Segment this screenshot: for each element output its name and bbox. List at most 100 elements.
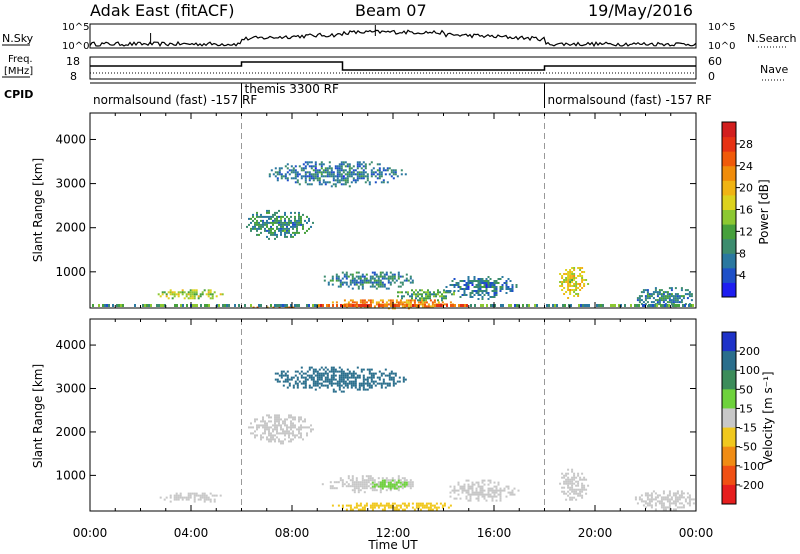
data-cell (359, 508, 362, 511)
data-cell (264, 215, 266, 218)
data-cell (371, 299, 374, 302)
data-cell (338, 370, 341, 373)
data-cell (381, 271, 384, 274)
data-cell (266, 215, 268, 218)
data-cell (350, 376, 353, 379)
ground-scatter-cell (258, 304, 260, 307)
data-cell (189, 289, 192, 292)
ground-scatter-cell (678, 304, 680, 307)
data-cell (336, 382, 339, 385)
data-cell (399, 504, 402, 507)
data-cell (491, 290, 494, 292)
data-cell (308, 219, 310, 222)
data-cell (495, 491, 498, 494)
data-cell (357, 281, 360, 284)
data-cell (581, 478, 584, 481)
data-cell (380, 372, 383, 375)
data-cell (173, 295, 176, 298)
data-cell (477, 495, 480, 498)
data-cell (294, 177, 297, 180)
data-cell (652, 293, 655, 296)
data-cell (387, 279, 390, 282)
data-cell (357, 487, 360, 490)
data-cell (353, 506, 356, 509)
data-cell (646, 289, 649, 292)
data-cell (654, 498, 657, 501)
data-cell (173, 291, 176, 294)
data-cell (354, 376, 357, 379)
data-cell (656, 293, 659, 296)
data-cell (571, 279, 574, 281)
data-cell (302, 225, 304, 228)
data-cell (411, 485, 414, 488)
data-cell (364, 175, 367, 178)
data-cell (264, 426, 266, 429)
data-cell (256, 426, 258, 429)
colorbar-swatch (722, 427, 736, 448)
y-tick-label: 3000 (55, 382, 86, 396)
ground-scatter-cell (270, 304, 272, 307)
data-cell (296, 171, 299, 174)
data-cell (475, 292, 478, 294)
data-cell (385, 273, 388, 276)
data-cell (284, 424, 286, 427)
data-cell (369, 299, 372, 302)
data-cell (308, 217, 310, 220)
data-cell (674, 502, 677, 505)
ground-scatter-cell (638, 304, 640, 307)
data-cell (292, 231, 294, 234)
data-cell (292, 169, 295, 172)
data-cell (296, 219, 298, 222)
colorbar-swatch (722, 465, 736, 486)
data-cell (453, 291, 455, 294)
data-cell (282, 430, 284, 433)
ground-scatter-cell (204, 304, 206, 307)
data-cell (270, 227, 272, 230)
data-cell (340, 165, 343, 168)
data-cell (329, 481, 332, 484)
data-cell (353, 487, 356, 490)
data-cell (322, 181, 325, 184)
data-cell (272, 424, 274, 427)
data-cell (272, 219, 274, 222)
data-cell (364, 167, 367, 170)
data-cell (505, 284, 508, 286)
data-cell (363, 508, 366, 511)
data-cell (373, 271, 376, 274)
data-cell (419, 289, 421, 292)
data-cell (336, 370, 339, 373)
data-cell (573, 291, 576, 293)
data-cell (308, 177, 311, 180)
ground-scatter-cell (352, 304, 354, 307)
data-cell (463, 280, 466, 282)
data-cell (676, 498, 679, 501)
beam-label: Beam 07 (355, 1, 427, 20)
ground-scatter-cell (394, 304, 396, 307)
colorbar-tick-label: 24 (739, 160, 753, 173)
data-cell (423, 291, 425, 294)
data-cell (380, 173, 383, 176)
data-cell (401, 301, 404, 304)
data-cell (363, 485, 366, 488)
data-cell (359, 481, 362, 484)
data-cell (250, 217, 252, 220)
data-cell (270, 434, 272, 437)
data-cell (467, 280, 470, 282)
data-cell (270, 416, 272, 419)
data-cell (266, 424, 268, 427)
data-cell (392, 171, 395, 174)
data-cell (457, 493, 460, 496)
data-cell (409, 301, 412, 304)
data-cell (376, 169, 379, 172)
data-cell (365, 475, 368, 478)
data-cell (642, 289, 645, 292)
data-cell (571, 484, 574, 487)
freq-path (90, 61, 696, 71)
data-cell (375, 504, 378, 507)
data-cell (350, 386, 353, 389)
data-cell (395, 508, 398, 511)
data-cell (565, 474, 568, 477)
data-cell (335, 273, 338, 276)
data-cell (256, 424, 258, 427)
data-cell (254, 217, 256, 220)
